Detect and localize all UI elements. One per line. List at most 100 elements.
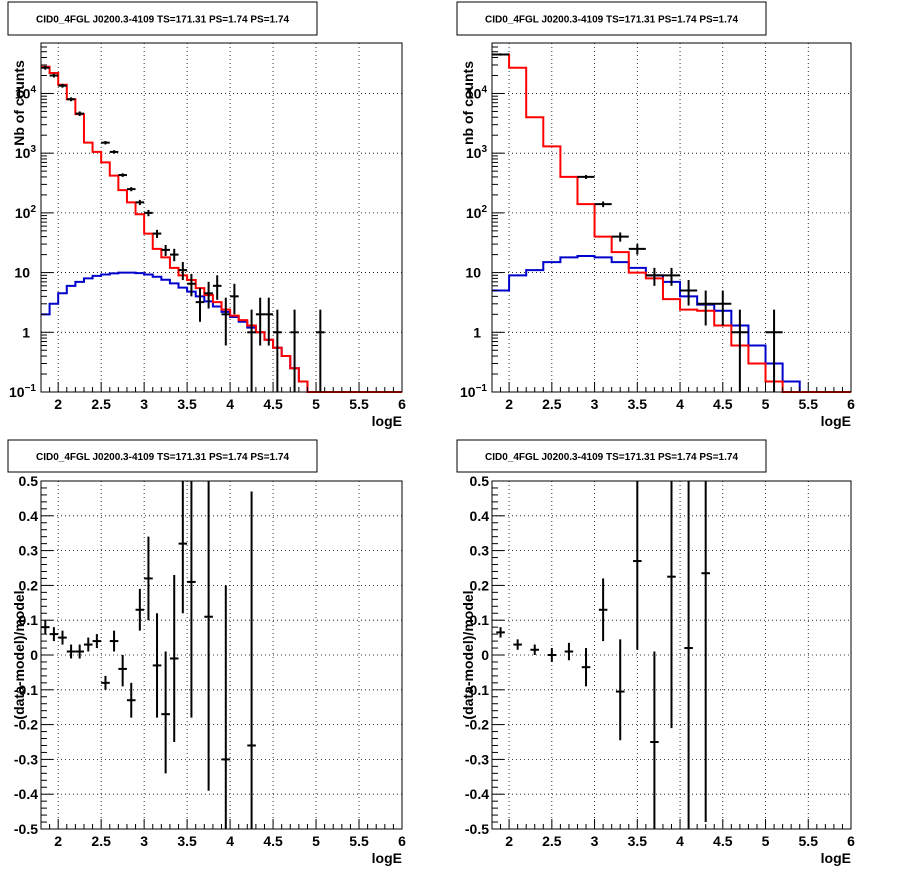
y-tick-label: 102 [466, 204, 488, 221]
data-point [204, 281, 213, 309]
y-tick-label: 10−1 [9, 383, 36, 400]
chart-title: CID0_4FGL J0200.3-4109 TS=171.31 PS=1.74… [485, 15, 738, 26]
x-axis-label: logE [372, 850, 402, 866]
data-points [41, 65, 325, 392]
data-point [92, 634, 102, 649]
y-tick-label: 0.1 [19, 612, 39, 628]
data-point [290, 309, 299, 392]
data-point [221, 585, 231, 829]
y-tick-label: -0.5 [465, 821, 489, 837]
grid-lines [41, 43, 402, 392]
x-tick-label: 6 [847, 396, 855, 412]
data-point [714, 290, 732, 326]
data-point [645, 267, 663, 286]
data-point [577, 175, 595, 179]
y-tick-label: 0.5 [19, 473, 39, 489]
title-box-frame [456, 1, 767, 36]
x-axis-label: logE [821, 413, 851, 429]
data-point [765, 309, 783, 392]
y-tick-label: -0.4 [14, 786, 38, 802]
plot-frame [491, 42, 852, 393]
x-tick-label: 4.5 [263, 833, 283, 849]
y-tick-label: -0.2 [14, 717, 38, 733]
y-tick-label: 0 [481, 647, 489, 663]
chart-panel-2: CID0_4FGL J0200.3-4109 TS=171.31 PS=1.74… [456, 1, 855, 429]
y-tick-label: -0.5 [14, 821, 38, 837]
x-tick-label: 4 [676, 396, 684, 412]
title-box-frame [7, 439, 318, 473]
x-tick-label: 3 [591, 833, 599, 849]
data-point [513, 639, 522, 650]
x-tick-label: 6 [398, 833, 406, 849]
chart-title-box: CID0_4FGL J0200.3-4109 TS=171.31 PS=1.74… [7, 439, 318, 473]
data-points [496, 481, 710, 829]
data-point [581, 648, 591, 687]
data-point [680, 280, 698, 306]
x-tick-label: 5 [762, 396, 770, 412]
data-point [684, 481, 693, 829]
chart-title-box: CID0_4FGL J0200.3-4109 TS=171.31 PS=1.74… [456, 1, 767, 36]
data-point [187, 481, 196, 718]
y-tick-label: 0.5 [470, 473, 490, 489]
data-point [611, 232, 629, 242]
data-point [697, 290, 715, 326]
x-tick-label: 2 [505, 396, 513, 412]
y-tick-label: 103 [466, 144, 488, 161]
x-tick-label: 4.5 [713, 396, 733, 412]
data-point [161, 244, 170, 256]
x-tick-label: 6 [398, 396, 406, 412]
data-point [75, 644, 84, 659]
chart-title: CID0_4FGL J0200.3-4109 TS=171.31 PS=1.74… [485, 452, 738, 463]
data-point [255, 297, 265, 346]
data-point [83, 637, 93, 652]
x-tick-label: 5.5 [349, 396, 369, 412]
chart-title: CID0_4FGL J0200.3-4109 TS=171.31 PS=1.74… [36, 15, 289, 26]
data-points [41, 481, 256, 829]
data-point [204, 481, 213, 791]
y-tick-label: -0.4 [465, 786, 489, 802]
y-tick-label: 103 [15, 144, 37, 161]
total-model-histogram [41, 65, 402, 393]
x-tick-label: 2.5 [91, 833, 111, 849]
data-point [144, 536, 153, 621]
x-tick-label: 4 [226, 833, 234, 849]
x-tick-label: 5 [312, 833, 320, 849]
y-tick-label: 0.2 [19, 577, 39, 593]
plot-frame [40, 42, 403, 393]
y-tick-label: 0.4 [19, 508, 39, 524]
y-tick-label: -0.1 [465, 682, 489, 698]
data-point [598, 578, 608, 642]
data-point [564, 642, 574, 661]
data-point [662, 267, 681, 286]
data-point [187, 273, 196, 297]
data-point [273, 309, 282, 392]
x-tick-label: 3.5 [177, 833, 197, 849]
data-point [66, 97, 76, 102]
data-point [152, 229, 162, 238]
y-tick-label: 0.3 [470, 543, 490, 559]
data-point [135, 199, 145, 206]
data-point [109, 630, 119, 652]
data-point [212, 275, 222, 300]
y-tick-label: 0.4 [470, 508, 490, 524]
y-tick-label: 10 [465, 265, 481, 281]
data-point [316, 309, 325, 392]
y-tick-label: 0.3 [19, 543, 39, 559]
data-point [650, 651, 659, 829]
data-point [118, 173, 127, 177]
x-tick-label: 2 [54, 833, 62, 849]
data-point [49, 627, 59, 642]
data-point [66, 644, 76, 659]
data-point [118, 655, 127, 687]
data-point [264, 297, 274, 346]
data-point [496, 627, 505, 638]
data-point [667, 481, 676, 729]
x-tick-label: 5 [312, 396, 320, 412]
x-tick-label: 5.5 [799, 396, 819, 412]
